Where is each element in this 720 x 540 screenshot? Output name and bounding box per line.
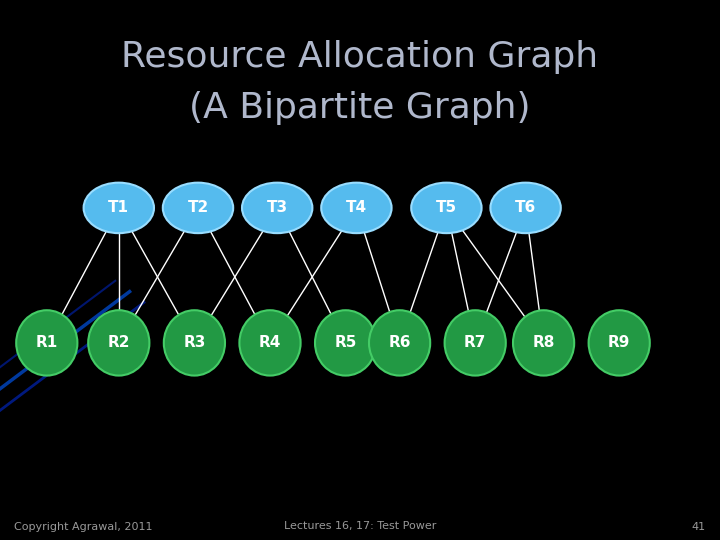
Text: T3: T3 — [266, 200, 288, 215]
Text: R2: R2 — [107, 335, 130, 350]
Text: R1: R1 — [36, 335, 58, 350]
Text: R7: R7 — [464, 335, 487, 350]
Text: R9: R9 — [608, 335, 631, 350]
Ellipse shape — [445, 310, 506, 376]
Ellipse shape — [513, 310, 575, 376]
Ellipse shape — [242, 183, 312, 233]
Ellipse shape — [84, 183, 154, 233]
Ellipse shape — [89, 310, 150, 376]
Ellipse shape — [490, 183, 561, 233]
Text: Resource Allocation Graph: Resource Allocation Graph — [122, 40, 598, 73]
Ellipse shape — [369, 310, 431, 376]
Text: R6: R6 — [388, 335, 411, 350]
Text: T1: T1 — [108, 200, 130, 215]
Ellipse shape — [589, 310, 650, 376]
Ellipse shape — [164, 310, 225, 376]
Text: R3: R3 — [183, 335, 206, 350]
Text: T2: T2 — [187, 200, 209, 215]
Text: Copyright Agrawal, 2011: Copyright Agrawal, 2011 — [14, 522, 153, 531]
Text: R5: R5 — [334, 335, 357, 350]
Text: Lectures 16, 17: Test Power: Lectures 16, 17: Test Power — [284, 522, 436, 531]
Text: 41: 41 — [691, 522, 706, 531]
Text: R8: R8 — [532, 335, 555, 350]
Ellipse shape — [17, 310, 78, 376]
Ellipse shape — [411, 183, 482, 233]
Ellipse shape — [315, 310, 377, 376]
Text: (A Bipartite Graph): (A Bipartite Graph) — [189, 91, 531, 125]
Ellipse shape — [239, 310, 301, 376]
Text: T4: T4 — [346, 200, 367, 215]
Text: T5: T5 — [436, 200, 457, 215]
Ellipse shape — [163, 183, 233, 233]
Text: T6: T6 — [515, 200, 536, 215]
Text: R4: R4 — [258, 335, 282, 350]
Ellipse shape — [321, 183, 392, 233]
